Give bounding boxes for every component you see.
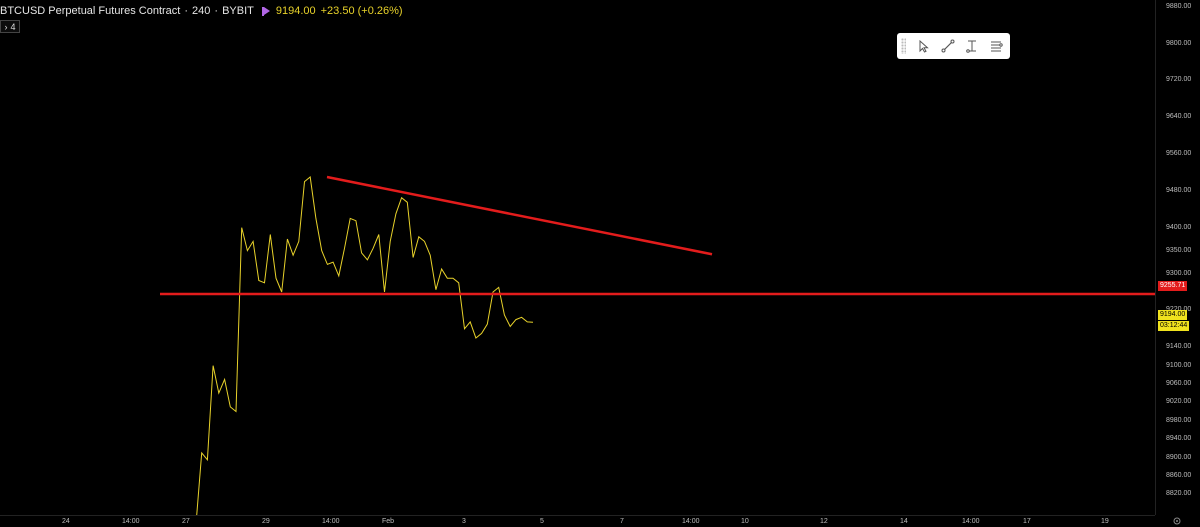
price-tick-label: 9300.00 <box>1166 269 1192 277</box>
price-tick-label: 9220.00 <box>1166 306 1191 313</box>
chevron-right-icon: › <box>4 21 8 32</box>
time-tick-label: 14 <box>900 518 908 525</box>
price-tick-label: 8820.00 <box>1166 490 1192 498</box>
time-tick-label: 10 <box>741 518 749 525</box>
price-change: +23.50 (+0.26%) <box>320 5 403 17</box>
drawing-toolbar <box>897 33 1010 59</box>
price-tick-label: 9400.00 <box>1166 223 1192 231</box>
indicator-count: 4 <box>10 21 16 32</box>
time-tick-label: 14:00 <box>122 518 140 525</box>
time-tick-label: 14:00 <box>962 518 980 525</box>
flag-icon[interactable] <box>261 6 270 16</box>
price-tick-label: 9560.00 <box>1166 150 1192 158</box>
time-tick-label: 17 <box>1023 518 1031 525</box>
exchange-label: BYBIT <box>222 5 254 17</box>
cursor-icon[interactable] <box>912 34 936 58</box>
time-tick-label: 7 <box>620 518 624 525</box>
time-tick-label: 27 <box>182 518 190 525</box>
price-tick-label: 9640.00 <box>1166 113 1192 121</box>
time-axis[interactable]: 24 14:00 27 29 14:00 Feb 3 5 7 14:00 10 12 14 14:00 17… <box>0 515 1155 527</box>
text-cursor-icon[interactable] <box>960 34 984 58</box>
price-tick-label: 9880.00 <box>1166 2 1192 10</box>
menu-lines-icon[interactable] <box>984 34 1008 58</box>
time-tick-label: 24 <box>62 518 70 525</box>
time-tick-label: 14:00 <box>682 518 700 525</box>
price-tick-label: 9720.00 <box>1166 76 1192 84</box>
interval-label[interactable]: 240 <box>192 5 211 17</box>
price-tick-label: 9060.00 <box>1166 379 1192 387</box>
last-price-tag: 9194.00 <box>1158 310 1188 320</box>
price-tick-label: 9020.00 <box>1166 398 1192 406</box>
trend-line-icon[interactable] <box>936 34 960 58</box>
drag-handle[interactable] <box>901 38 906 54</box>
separator-dot: · <box>184 5 189 17</box>
time-tick-label: 19 <box>1101 518 1109 525</box>
price-axis[interactable]: 9880.00 9800.00 9720.00 9640.00 9560.00 9480.… <box>1155 0 1200 515</box>
collapse-indicators-button[interactable]: › 4 <box>0 20 20 33</box>
price-tick-label: 8980.00 <box>1166 416 1192 424</box>
time-tick-label: 14:00 <box>322 518 340 525</box>
price-tick-label: 9140.00 <box>1166 343 1192 351</box>
time-tick-label: 29 <box>262 518 270 525</box>
price-tick-label: 8940.00 <box>1166 435 1192 443</box>
time-tick-label: 12 <box>820 518 828 525</box>
symbol-header: BTCUSD Perpetual Futures Contract · 240 … <box>0 4 403 18</box>
symbol-title[interactable]: BTCUSD Perpetual Futures Contract <box>0 5 181 17</box>
descending-trendline[interactable] <box>326 175 713 256</box>
price-chart[interactable] <box>0 0 1155 515</box>
price-tick-label: 9100.00 <box>1166 361 1192 369</box>
time-tick-label: Feb <box>382 518 395 525</box>
price-tick-label: 9480.00 <box>1166 186 1192 194</box>
time-tick-label: 5 <box>540 518 544 525</box>
price-tick-label: 9350.00 <box>1166 246 1192 254</box>
price-tick-label: 9800.00 <box>1166 39 1192 47</box>
time-tick-label: 3 <box>462 518 466 525</box>
price-tick-label: 8900.00 <box>1166 453 1192 461</box>
separator-dot: · <box>214 5 219 17</box>
bar-countdown-tag: 03:12:44 <box>1158 321 1190 331</box>
gear-icon[interactable] <box>1172 516 1182 526</box>
last-price: 9194.00 <box>275 5 316 17</box>
level-price-tag: 9255.71 <box>1158 281 1188 291</box>
price-line[interactable] <box>196 176 534 515</box>
price-tick-label: 8860.00 <box>1166 471 1192 479</box>
